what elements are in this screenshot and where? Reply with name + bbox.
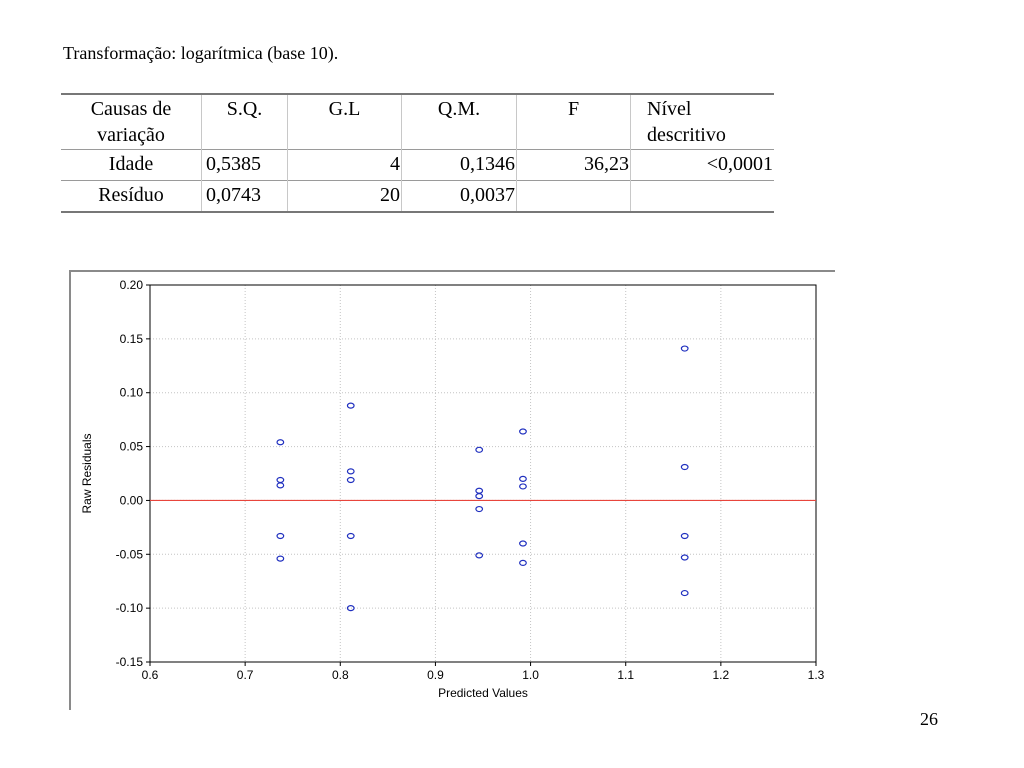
plot-frame xyxy=(149,284,817,663)
table-cell: 0,0743 xyxy=(201,180,288,212)
col-header-p-line1: Nível xyxy=(647,98,692,120)
data-point xyxy=(519,540,527,547)
x-tick-label: 1.3 xyxy=(808,668,825,682)
table-cell: Resíduo xyxy=(61,180,202,212)
y-tick-label: 0.05 xyxy=(120,440,144,454)
y-tick-label: 0.10 xyxy=(120,386,144,400)
data-point xyxy=(346,532,355,540)
data-point xyxy=(346,402,355,409)
table-cell: 0,0037 xyxy=(401,180,517,212)
data-point xyxy=(475,552,484,559)
table-cell: Idade xyxy=(61,149,202,181)
data-point xyxy=(346,468,355,475)
col-header-source-line2: variação xyxy=(97,124,165,146)
table-cell: 36,23 xyxy=(516,149,631,181)
data-point xyxy=(475,493,484,500)
x-tick-label: 1.2 xyxy=(713,668,730,682)
y-tick-label: -0.10 xyxy=(116,601,144,615)
col-header-p-line2: descritivo xyxy=(647,124,726,146)
data-point xyxy=(276,532,285,540)
data-point xyxy=(680,589,689,597)
table-cell: <0,0001 xyxy=(630,149,774,181)
col-header-source: Causas de variação xyxy=(61,94,202,150)
col-header-sq: S.Q. xyxy=(201,94,288,150)
y-tick-label: 0.20 xyxy=(120,278,144,292)
data-point xyxy=(519,428,527,435)
table-cell: 20 xyxy=(287,180,402,212)
data-point xyxy=(519,475,527,482)
slide-number: 26 xyxy=(920,709,938,729)
col-header-gl: G.L xyxy=(287,94,402,150)
y-axis-label: Raw Residuals xyxy=(80,433,94,513)
table-cell: 0,1346 xyxy=(401,149,517,181)
slide-heading: Transformação: logarítmica (base 10). xyxy=(63,43,339,63)
col-header-f: F xyxy=(516,94,631,150)
data-point xyxy=(276,555,285,562)
data-point xyxy=(276,439,285,446)
data-point xyxy=(519,483,527,490)
data-point xyxy=(475,446,484,453)
data-point xyxy=(346,605,355,612)
x-tick-label: 1.0 xyxy=(522,668,539,682)
x-tick-label: 0.7 xyxy=(237,668,254,682)
data-point xyxy=(680,463,689,471)
data-point xyxy=(519,559,527,567)
y-tick-label: 0.00 xyxy=(120,493,144,507)
data-point xyxy=(680,532,689,540)
table-header-row: Causas de variação S.Q. G.L Q.M. F Nível… xyxy=(61,94,774,150)
y-tick-label: 0.15 xyxy=(120,332,144,346)
x-axis-label: Predicted Values xyxy=(438,686,528,700)
table-cell: 0,5385 xyxy=(201,149,288,181)
y-tick-label: -0.15 xyxy=(116,655,144,669)
point-layer xyxy=(276,345,689,612)
y-tick-label: -0.05 xyxy=(116,547,144,561)
table-cell xyxy=(516,180,631,212)
tick-layer: 0.6 0.7 0.8 0.9 1.0 1.1 1.2 1.3 0.20 0.15 0.10 0.05… xyxy=(116,278,825,682)
table-row: Idade 0,5385 4 0,1346 36,23 <0,0001 xyxy=(61,149,774,181)
x-tick-label: 0.6 xyxy=(142,668,159,682)
col-header-p: Nível descritivo xyxy=(630,94,774,150)
residual-plot-svg: 0.6 0.7 0.8 0.9 1.0 1.1 1.2 1.3 0.20 0.15 0.10 0.05… xyxy=(69,270,835,710)
col-header-qm: Q.M. xyxy=(401,94,517,150)
chart-background xyxy=(69,270,835,710)
data-point xyxy=(276,482,285,489)
col-header-source-line1: Causas de xyxy=(90,98,172,120)
data-point xyxy=(680,554,689,561)
x-tick-label: 0.8 xyxy=(332,668,349,682)
table-cell: 4 xyxy=(287,149,402,181)
data-point xyxy=(346,476,355,484)
anova-table: Causas de variação S.Q. G.L Q.M. F Nível… xyxy=(61,93,774,213)
table-row: Resíduo 0,0743 20 0,0037 xyxy=(61,180,774,212)
table-cell xyxy=(630,180,774,212)
data-point xyxy=(680,345,689,352)
x-tick-label: 1.1 xyxy=(617,668,634,682)
residual-plot: 0.6 0.7 0.8 0.9 1.0 1.1 1.2 1.3 0.20 0.15 0.10 0.05… xyxy=(69,270,835,710)
x-tick-label: 0.9 xyxy=(427,668,444,682)
data-point xyxy=(475,505,484,513)
